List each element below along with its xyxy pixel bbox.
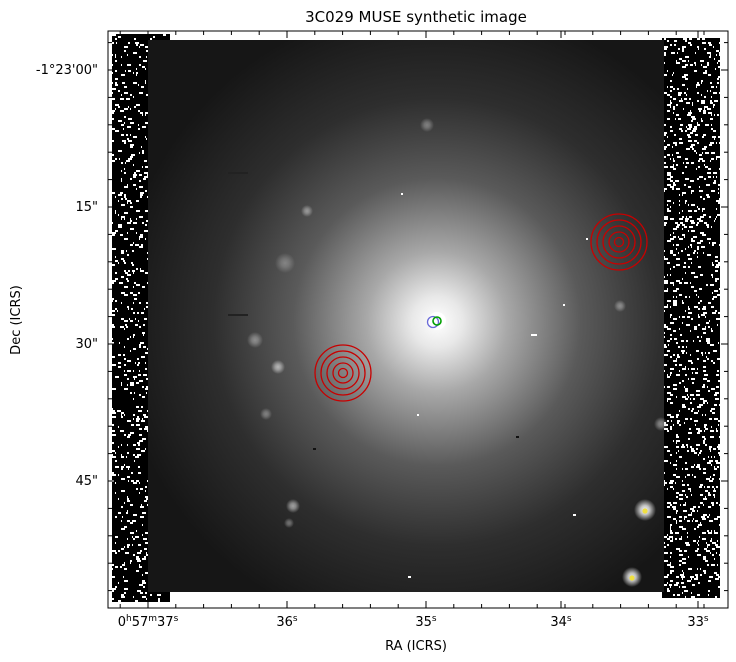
x-tick-label: 36s — [276, 614, 298, 630]
yellow-star-marker — [629, 575, 635, 581]
red-ring-marker-left — [314, 344, 372, 402]
faint-source — [284, 518, 294, 528]
blue-circle-marker — [426, 315, 440, 329]
x-tick-label: 0h57m37s — [118, 614, 179, 630]
faint-source — [271, 360, 285, 374]
faint-source — [286, 499, 300, 513]
x-tick-label: 33s — [687, 614, 709, 630]
faint-source — [260, 408, 272, 420]
red-ring-marker-right — [590, 213, 648, 271]
plot-title: 3C029 MUSE synthetic image — [305, 8, 527, 26]
green-circle-marker — [432, 316, 442, 326]
y-axis-label: Dec (ICRS) — [9, 285, 24, 355]
y-tick-label: 45" — [75, 474, 98, 489]
faint-source — [247, 332, 263, 348]
x-tick-label: 35s — [415, 614, 437, 630]
faint-source — [614, 300, 626, 312]
faint-source — [275, 253, 295, 273]
y-tick-label: -1°23'00" — [36, 63, 98, 78]
right-noise-pattern — [664, 38, 720, 598]
faint-source — [654, 417, 668, 431]
x-axis-label: RA (ICRS) — [385, 639, 447, 654]
sky-image — [108, 31, 728, 608]
faint-source — [301, 205, 313, 217]
axes-frame — [107, 30, 729, 609]
yellow-star-marker — [642, 508, 648, 514]
axis-ticks — [108, 31, 728, 608]
y-tick-label: 30" — [75, 337, 98, 352]
galaxy-field — [148, 40, 664, 592]
faint-source — [420, 118, 434, 132]
y-tick-label: 15" — [75, 200, 98, 215]
x-tick-label: 34s — [550, 614, 572, 630]
